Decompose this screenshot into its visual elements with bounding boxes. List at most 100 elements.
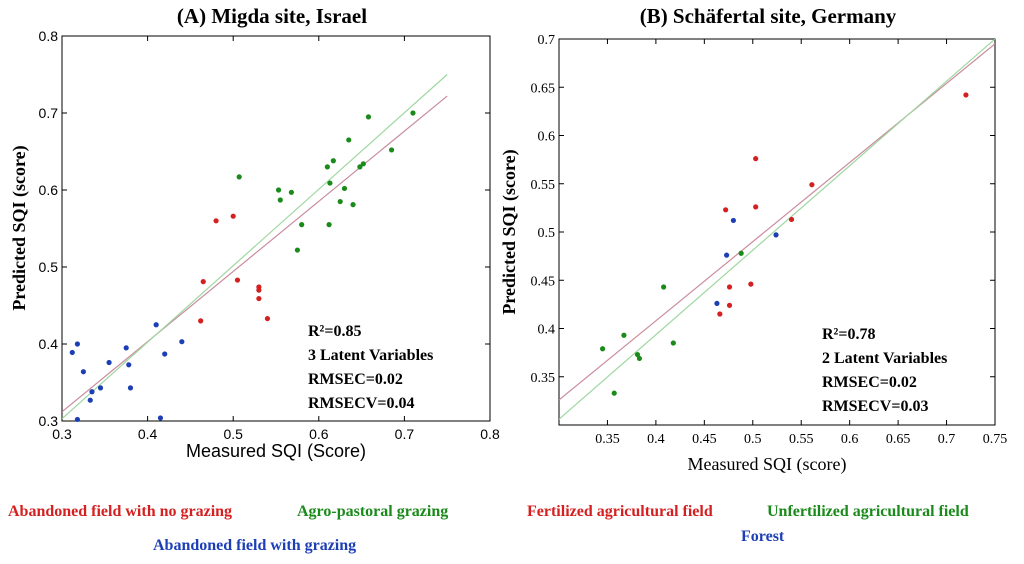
panel-a-point-series-1 [200,279,206,285]
panel-a-point-series-2 [388,147,395,153]
panel-b-axes: 0.35 0.4 0.45 0.5 0.55 0.6 0.65 0.7 0.75 0.35 0.4 0… [531,33,1008,447]
panel-b-point-series-3 [773,232,779,238]
panel-a-legend-no-grazing: Abandoned field with no grazing [8,503,233,520]
panel-a-point-series-3 [80,369,86,375]
panel-b-point-series-1 [753,204,759,210]
panel-b-y-tick-label: 0.4 [538,323,556,338]
panel-a-title: (A) Migda site, Israel [177,4,367,28]
panel-b-legend-unfertilized: Unfertilized agricultural field [767,503,969,520]
panel-b-point-series-3 [730,217,737,224]
panel-a-y-tick-label: 0.7 [39,105,59,121]
panel-b-x-tick-label: 0.4 [647,432,665,447]
panel-b-point-series-1 [963,92,969,98]
panel-b-y-tick-label: 0.7 [538,33,556,48]
panel-b-point-series-1 [753,156,759,162]
panel-a-point-series-1 [230,213,236,219]
panel-b-y-tick-label: 0.45 [531,274,556,289]
panel-b-y-tick-label: 0.65 [531,81,556,96]
panel-a-point-series-2 [360,161,366,167]
panel-a-point-series-3 [69,349,75,356]
panel-b-y-tick-label: 0.35 [531,371,556,386]
panel-b-stat-lv: 2 Latent Variables [822,350,947,367]
panel-a-point-series-2 [341,185,348,192]
panel-b-x-tick-label: 0.5 [744,432,762,447]
panel-b-x-tick-label: 0.7 [938,432,956,447]
panel-a-point-series-2 [346,137,352,143]
panel-b-x-tick-label: 0.75 [983,432,1008,447]
panel-a-points [69,110,416,423]
panel-b-point-series-2 [670,340,676,346]
panel-a-regression-line [62,95,448,413]
panel-b-point-series-2 [661,284,667,290]
panel-a-point-series-3 [97,385,104,391]
panel-b-x-axis-label: Measured SQI (score) [688,454,847,475]
panel-a-point-series-3 [87,397,93,403]
panel-a-point-series-3 [157,415,164,421]
panel-b-point-series-1 [809,182,815,188]
panel-b-point-series-1 [748,281,754,287]
panel-b-x-tick-label: 0.6 [841,432,859,447]
panel-b-point-series-1 [726,284,733,290]
panel-b-legend-forest: Forest [741,528,785,545]
panel-a-point-series-2 [324,164,330,170]
panel-a-fit-lines [62,74,448,420]
panel-a-stats: R²=0.85 3 Latent Variables RMSEC=0.02 RM… [308,323,433,412]
panel-a-x-tick-label: 0.8 [480,426,500,442]
panel-b-y-tick-label: 0.5 [538,226,556,241]
panel-a-point-series-2 [410,110,416,116]
panel-a-one-to-one-line [62,74,448,420]
panel-a-point-series-1 [264,315,271,322]
panel-b-point-series-1 [788,216,795,223]
panel-a-point-series-3 [123,345,129,351]
panel-a-point-series-3 [89,389,95,395]
panel-a-y-tick-label: 0.5 [39,259,59,275]
panel-a-axes: 0.3 0.4 0.5 0.6 0.7 0.8 0.3 0.4 0.5 0.6 0.7 0.8 [39,28,500,442]
panel-a-point-series-3 [74,341,81,347]
panel-b-x-tick-label: 0.35 [595,432,620,447]
panel-a-y-tick-label: 0.3 [39,413,59,429]
panel-a-point-series-2 [275,187,282,193]
panel-a-point-series-2 [327,180,333,186]
panel-a-x-tick-label: 0.5 [223,426,243,442]
panel-b-point-series-3 [714,300,720,307]
panel-a-point-series-2 [350,202,356,208]
panel-a-point-series-3 [179,339,185,345]
panel-a-y-tick-label: 0.8 [39,28,59,44]
panel-a-point-series-2 [365,114,372,120]
panel-b-y-tick-label: 0.55 [531,178,556,193]
panel-a-legend-agro-pastoral: Agro-pastoral grazing [297,503,449,520]
panel-a-point-series-1 [256,295,262,302]
panel-b-y-tick-label: 0.6 [538,130,556,145]
panel-b-legend-fertilized: Fertilized agricultural field [527,503,713,520]
panel-a-point-series-1 [234,277,241,283]
panel-a-y-tick-label: 0.4 [39,336,59,352]
panel-a-x-tick-label: 0.4 [138,426,158,442]
panel-b: (B) Schäfertal site, Germany 0.35 0.4 0.45… [499,4,1007,475]
panel-a-point-series-2 [236,174,242,180]
panel-a-x-tick-label: 0.7 [395,426,415,442]
panel-b-point-series-2 [611,390,617,396]
panel-b-one-to-one-line [559,39,995,420]
panel-b-point-series-1 [726,302,733,308]
panel-a-point-series-3 [162,351,168,357]
panel-a-x-axis-label: Measured SQI (Score) [186,441,366,461]
panel-a-y-axis-label: Predicted SQI (score) [9,145,30,310]
panel-a-y-tick-label: 0.6 [39,182,59,198]
panel-b-point-series-1 [717,311,723,317]
panel-a-point-series-3 [74,416,81,423]
panel-b-stat-rmsecv: RMSECV=0.03 [822,398,928,415]
figure: (A) Migda site, Israel 0.3 0.4 0.5 0.6 0.7 0.… [9,4,1007,475]
panel-b-point-series-2 [636,355,643,362]
panel-b-point-series-2 [621,332,627,338]
panel-a-point-series-2 [288,189,295,195]
panel-a: (A) Migda site, Israel 0.3 0.4 0.5 0.6 0.7 0.… [9,4,500,461]
panel-a-point-series-1 [213,218,219,224]
panel-a-point-series-2 [277,197,283,203]
panel-a-point-series-2 [326,222,332,228]
panel-b-fit-lines [559,39,995,420]
panel-b-title: (B) Schäfertal site, Germany [640,4,897,28]
panel-b-stat-rmsec: RMSEC=0.02 [822,374,917,391]
panel-b-point-series-3 [724,252,730,258]
panel-b-y-axis-label: Predicted SQI (score) [499,149,520,314]
panel-a-stat-lv: 3 Latent Variables [308,347,433,364]
